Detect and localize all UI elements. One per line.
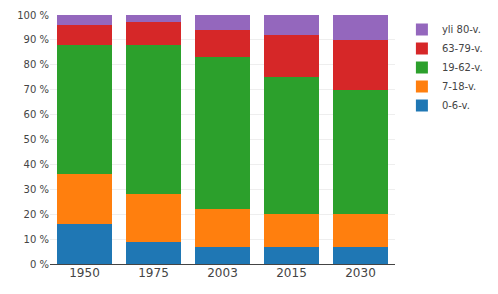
svg-text:80 %: 80 % — [24, 59, 49, 70]
svg-text:10 %: 10 % — [24, 234, 49, 245]
svg-text:yli 80-v.: yli 80-v. — [442, 24, 481, 35]
svg-text:0 %: 0 % — [30, 259, 49, 270]
svg-text:70 %: 70 % — [24, 84, 49, 95]
svg-text:20 %: 20 % — [24, 209, 49, 220]
svg-text:60 %: 60 % — [24, 109, 49, 120]
svg-text:2030: 2030 — [345, 266, 376, 280]
svg-text:0-6-v.: 0-6-v. — [442, 100, 470, 111]
svg-text:1975: 1975 — [138, 266, 169, 280]
svg-text:100 %: 100 % — [17, 10, 49, 21]
svg-text:40 %: 40 % — [24, 159, 49, 170]
svg-text:2003: 2003 — [207, 266, 238, 280]
svg-text:30 %: 30 % — [24, 184, 49, 195]
svg-text:90 %: 90 % — [24, 34, 49, 45]
svg-text:50 %: 50 % — [24, 134, 49, 145]
svg-text:1950: 1950 — [69, 266, 100, 280]
svg-text:7-18-v.: 7-18-v. — [442, 81, 476, 92]
svg-text:2015: 2015 — [276, 266, 307, 280]
svg-text:19-62-v.: 19-62-v. — [442, 62, 483, 73]
svg-text:63-79-v.: 63-79-v. — [442, 43, 483, 54]
